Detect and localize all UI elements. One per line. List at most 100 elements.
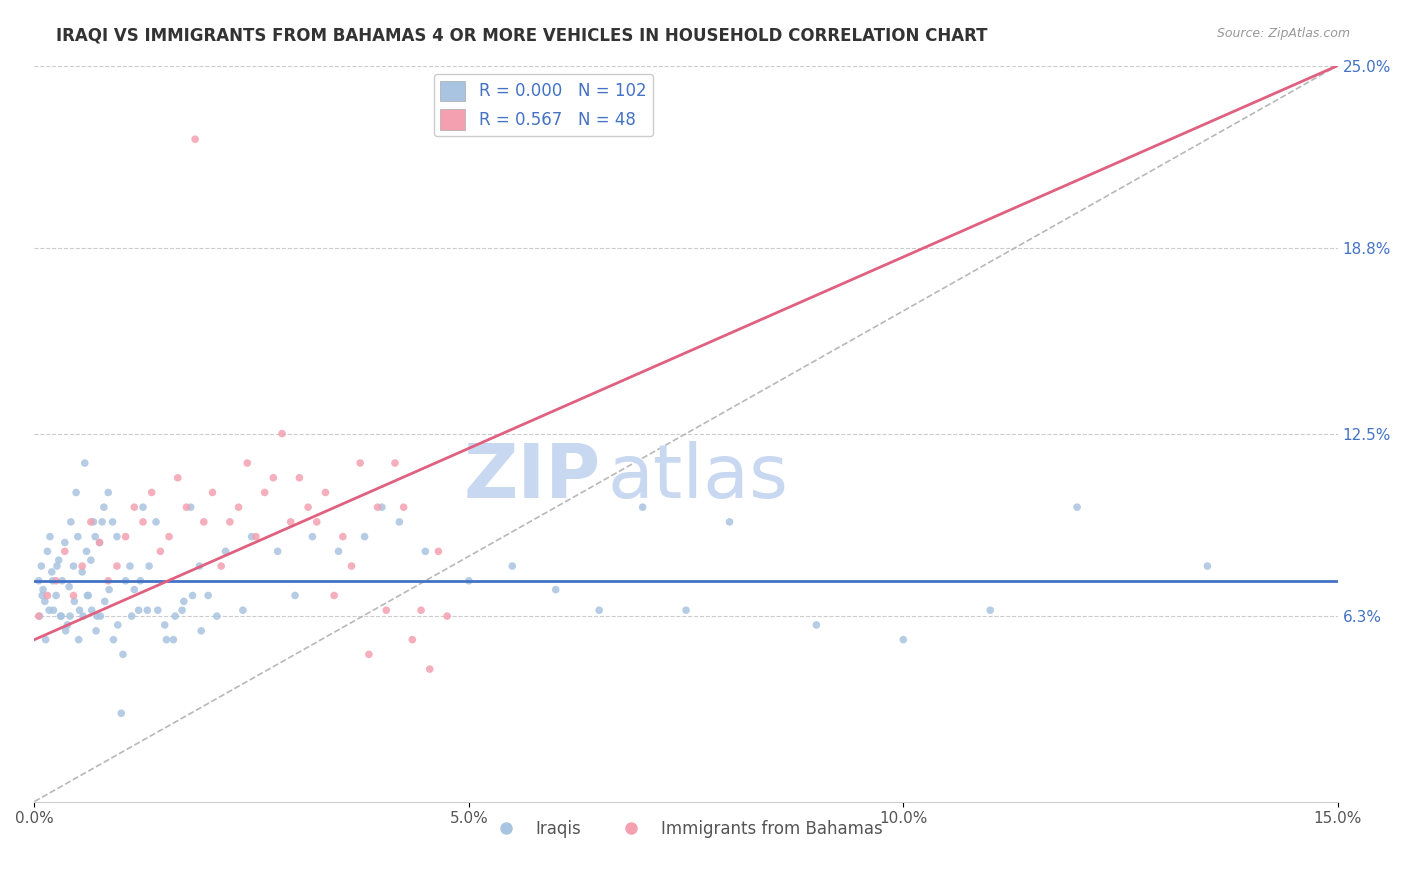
- Point: [49, 609, 72, 624]
- Point: [165, 609, 187, 624]
- Point: [155, 632, 177, 647]
- Point: [228, 500, 250, 515]
- Point: [67, 632, 90, 647]
- Point: [193, 515, 215, 529]
- Point: [94, 594, 117, 608]
- Point: [82, 515, 104, 529]
- Point: [305, 515, 328, 529]
- Point: [84, 624, 107, 638]
- Point: [166, 471, 188, 485]
- Point: [288, 471, 311, 485]
- Point: [28, 609, 51, 624]
- Point: [245, 530, 267, 544]
- Point: [301, 530, 323, 544]
- Point: [544, 582, 567, 597]
- Point: [979, 603, 1001, 617]
- Point: [51, 574, 73, 588]
- Point: [271, 426, 294, 441]
- Point: [53, 544, 76, 558]
- Point: [1197, 559, 1219, 574]
- Point: [114, 574, 136, 588]
- Point: [388, 515, 411, 529]
- Point: [236, 456, 259, 470]
- Point: [128, 603, 150, 617]
- Point: [427, 544, 450, 558]
- Point: [46, 559, 69, 574]
- Point: [70, 565, 93, 579]
- Point: [209, 559, 232, 574]
- Point: [101, 515, 124, 529]
- Point: [349, 456, 371, 470]
- Text: atlas: atlas: [607, 442, 789, 515]
- Point: [180, 500, 202, 515]
- Point: [1066, 500, 1088, 515]
- Point: [76, 544, 98, 558]
- Point: [105, 530, 128, 544]
- Point: [42, 603, 65, 617]
- Point: [375, 603, 398, 617]
- Point: [73, 456, 96, 470]
- Point: [66, 530, 89, 544]
- Point: [457, 574, 479, 588]
- Point: [146, 603, 169, 617]
- Text: IRAQI VS IMMIGRANTS FROM BAHAMAS 4 OR MORE VEHICLES IN HOUSEHOLD CORRELATION CHA: IRAQI VS IMMIGRANTS FROM BAHAMAS 4 OR MO…: [56, 27, 988, 45]
- Point: [357, 648, 380, 662]
- Text: ZIP: ZIP: [464, 442, 602, 515]
- Point: [114, 530, 136, 544]
- Point: [419, 662, 441, 676]
- Point: [76, 589, 98, 603]
- Point: [124, 500, 146, 515]
- Point: [28, 574, 51, 588]
- Point: [240, 530, 263, 544]
- Point: [145, 515, 167, 529]
- Point: [110, 706, 132, 721]
- Point: [59, 515, 82, 529]
- Point: [51, 609, 73, 624]
- Point: [184, 132, 207, 146]
- Point: [45, 574, 67, 588]
- Point: [153, 618, 176, 632]
- Point: [124, 582, 146, 597]
- Point: [89, 535, 111, 549]
- Point: [384, 456, 406, 470]
- Point: [69, 603, 91, 617]
- Point: [80, 553, 103, 567]
- Point: [219, 515, 242, 529]
- Point: [70, 559, 93, 574]
- Point: [28, 609, 51, 624]
- Point: [176, 500, 198, 515]
- Point: [31, 589, 53, 603]
- Point: [65, 485, 87, 500]
- Point: [284, 589, 307, 603]
- Point: [332, 530, 354, 544]
- Point: [409, 603, 432, 617]
- Point: [72, 609, 94, 624]
- Point: [280, 515, 302, 529]
- Point: [84, 530, 107, 544]
- Point: [314, 485, 336, 500]
- Point: [197, 589, 219, 603]
- Point: [80, 603, 103, 617]
- Point: [353, 530, 375, 544]
- Point: [162, 632, 184, 647]
- Point: [37, 544, 59, 558]
- Point: [675, 603, 697, 617]
- Point: [136, 603, 159, 617]
- Point: [62, 589, 84, 603]
- Point: [53, 535, 76, 549]
- Point: [34, 594, 56, 608]
- Point: [149, 544, 172, 558]
- Point: [107, 618, 129, 632]
- Point: [631, 500, 654, 515]
- Point: [111, 648, 134, 662]
- Point: [56, 618, 79, 632]
- Point: [138, 559, 160, 574]
- Point: [232, 603, 254, 617]
- Point: [415, 544, 437, 558]
- Point: [806, 618, 828, 632]
- Point: [891, 632, 914, 647]
- Point: [201, 485, 224, 500]
- Point: [190, 624, 212, 638]
- Point: [588, 603, 610, 617]
- Text: Source: ZipAtlas.com: Source: ZipAtlas.com: [1216, 27, 1350, 40]
